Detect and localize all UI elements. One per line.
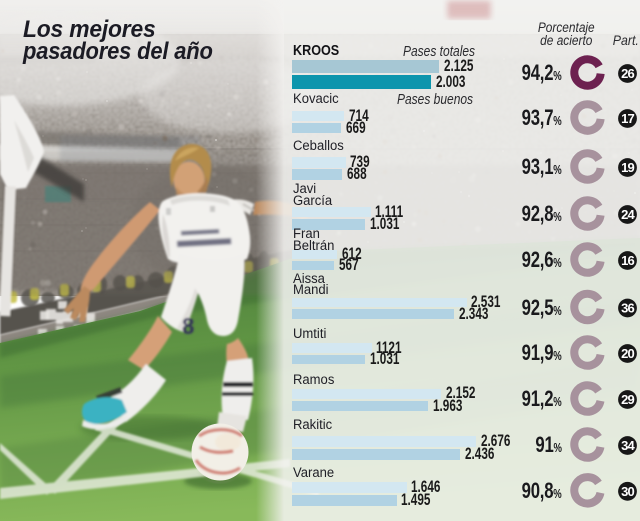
svg-text:8: 8 (182, 314, 194, 340)
svg-text:17: 17 (621, 111, 634, 126)
svg-text:19: 19 (621, 160, 634, 175)
svg-text:20: 20 (621, 346, 634, 361)
svg-text:34: 34 (621, 438, 635, 453)
svg-text:26: 26 (621, 66, 634, 81)
svg-text:30: 30 (621, 484, 634, 499)
svg-text:36: 36 (621, 301, 634, 316)
svg-text:16: 16 (621, 253, 634, 268)
svg-text:29: 29 (621, 392, 634, 407)
svg-text:24: 24 (621, 207, 635, 222)
